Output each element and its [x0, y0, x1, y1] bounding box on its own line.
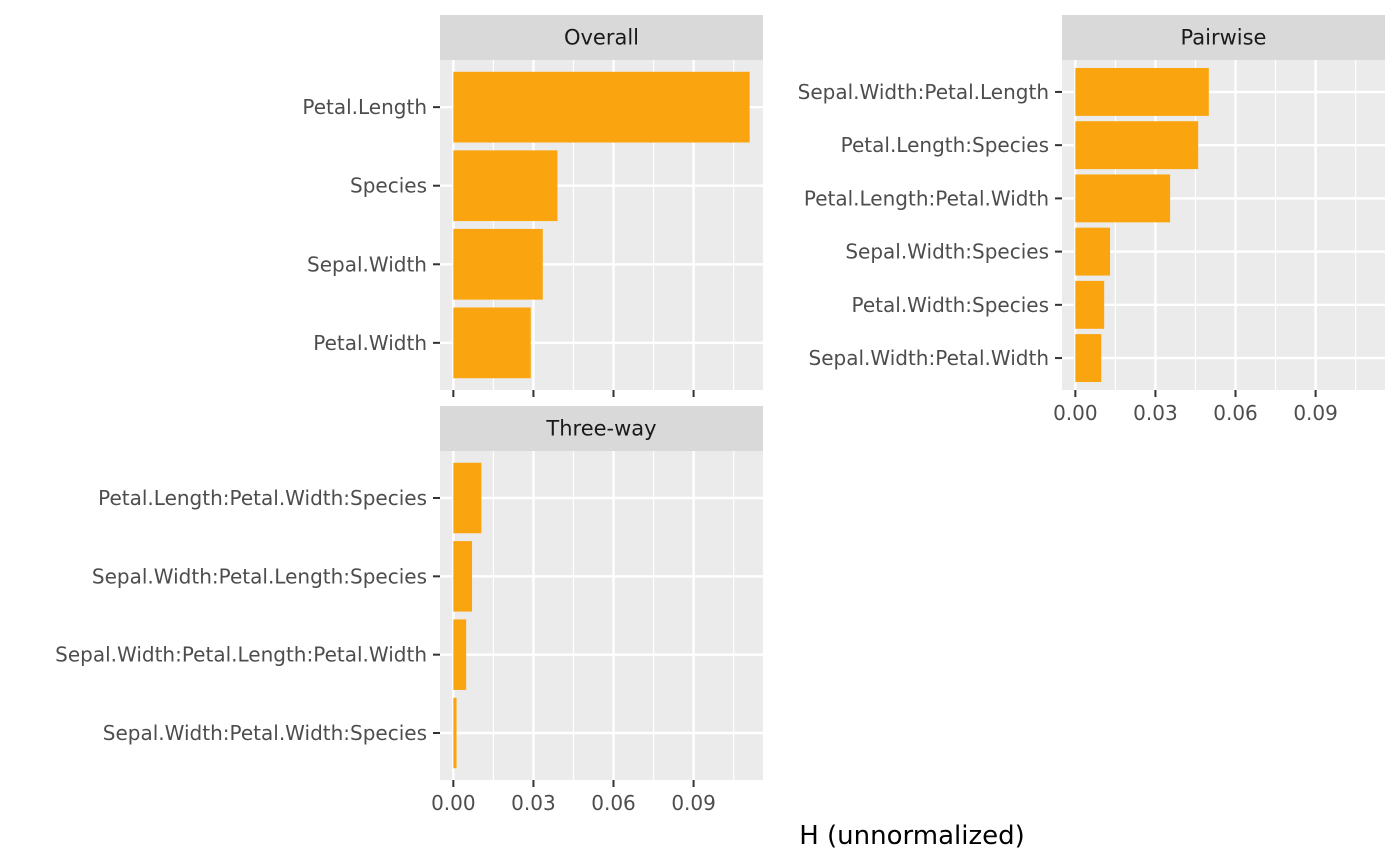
x-tick-label-three-way: 0.06 — [591, 791, 636, 815]
strip-title-pairwise: Pairwise — [1181, 26, 1267, 50]
bar-sepal-width — [453, 228, 543, 300]
x-axis-title: H (unnormalized) — [799, 821, 1025, 851]
x-tick-label-three-way: 0.09 — [671, 791, 716, 815]
x-tick-label-pairwise: 0.03 — [1133, 401, 1178, 425]
bar-petal-length — [453, 71, 750, 143]
strip-pairwise — [1062, 15, 1385, 60]
y-tick-label-sepal-width-petal-length-petal-width: Sepal.Width:Petal.Length:Petal.Width — [55, 643, 427, 667]
panel-bg-three-way — [440, 451, 763, 780]
x-tick-label-pairwise: 0.06 — [1213, 401, 1258, 425]
bar-sepal-width-petal-width-species — [453, 697, 457, 769]
bar-species — [453, 150, 558, 222]
bar-petal-length-species — [1075, 121, 1199, 170]
bar-sepal-width-petal-length-species — [453, 541, 473, 612]
x-tick-label-pairwise: 0.00 — [1053, 401, 1098, 425]
y-tick-label-petal-width: Petal.Width — [313, 331, 427, 355]
y-tick-label-sepal-width: Sepal.Width — [307, 252, 427, 276]
y-tick-label-petal-length-species: Petal.Length:Species — [841, 133, 1049, 157]
y-tick-label-petal-width-species: Petal.Width:Species — [852, 293, 1049, 317]
bar-sepal-width-petal-length-petal-width — [453, 619, 467, 690]
y-tick-label-petal-length-petal-width-species: Petal.Length:Petal.Width:Species — [98, 486, 427, 510]
y-tick-label-sepal-width-petal-width: Sepal.Width:Petal.Width — [809, 346, 1049, 370]
y-tick-label-sepal-width-petal-width-species: Sepal.Width:Petal.Width:Species — [103, 721, 427, 745]
y-tick-label-petal-length: Petal.Length — [302, 95, 427, 119]
bar-petal-length-petal-width — [1075, 174, 1171, 223]
strip-overall — [440, 15, 763, 60]
y-tick-label-species: Species — [350, 174, 427, 198]
y-tick-label-sepal-width-petal-length-species: Sepal.Width:Petal.Length:Species — [92, 564, 427, 588]
bar-sepal-width-species — [1075, 227, 1111, 276]
y-tick-label-sepal-width-petal-length: Sepal.Width:Petal.Length — [798, 80, 1049, 104]
bar-sepal-width-petal-width — [1075, 334, 1102, 383]
bar-petal-width — [453, 307, 531, 379]
y-tick-label-sepal-width-species: Sepal.Width:Species — [845, 240, 1049, 264]
strip-title-three-way: Three-way — [545, 417, 656, 441]
strip-three-way — [440, 406, 763, 451]
bar-petal-width-species — [1075, 280, 1105, 329]
strip-title-overall: Overall — [564, 26, 639, 50]
x-tick-label-three-way: 0.03 — [511, 791, 556, 815]
bar-sepal-width-petal-length — [1075, 67, 1209, 116]
x-tick-label-pairwise: 0.09 — [1293, 401, 1338, 425]
y-tick-label-petal-length-petal-width: Petal.Length:Petal.Width — [804, 186, 1049, 210]
bar-petal-length-petal-width-species — [453, 462, 482, 534]
x-tick-label-three-way: 0.00 — [431, 791, 476, 815]
